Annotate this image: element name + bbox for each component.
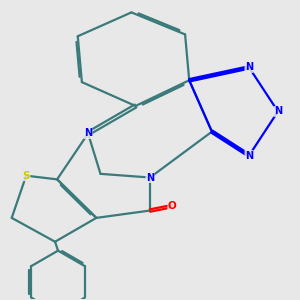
Text: N: N <box>146 172 154 182</box>
Text: N: N <box>84 128 92 139</box>
Text: O: O <box>168 201 177 211</box>
Text: N: N <box>245 62 253 72</box>
Text: N: N <box>245 151 253 160</box>
Text: S: S <box>22 171 30 181</box>
Text: N: N <box>274 106 282 116</box>
